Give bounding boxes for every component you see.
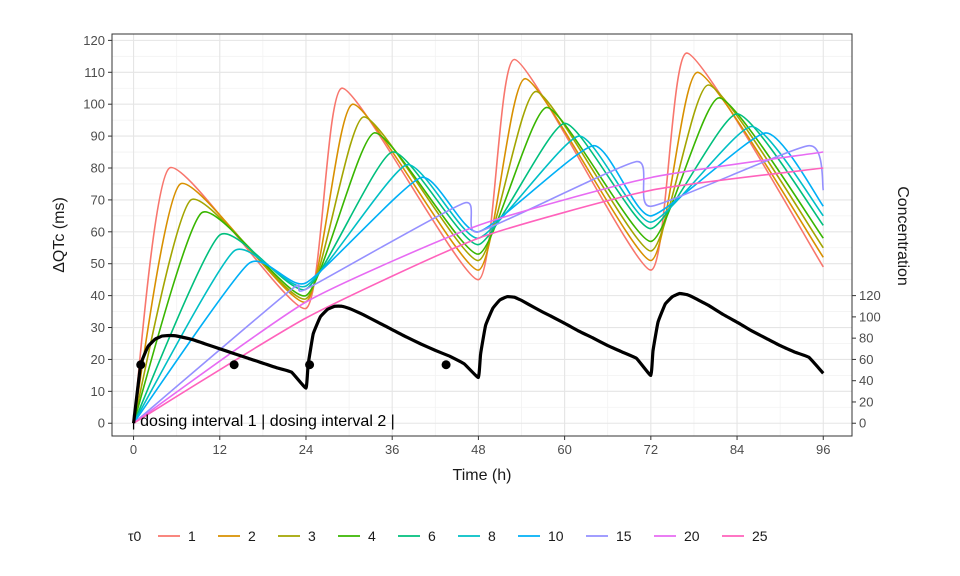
y2-tick-label: 40 bbox=[859, 373, 873, 388]
legend-label: 15 bbox=[616, 528, 632, 544]
legend-title: τ0 bbox=[128, 528, 142, 544]
y2-tick-label: 60 bbox=[859, 352, 873, 367]
legend-label: 10 bbox=[548, 528, 564, 544]
legend-label: 4 bbox=[368, 528, 376, 544]
y-tick-label: 50 bbox=[91, 256, 105, 271]
y-tick-label: 80 bbox=[91, 161, 105, 176]
series-lines bbox=[132, 52, 825, 424]
y2-tick-label: 80 bbox=[859, 331, 873, 346]
dosing-interval-annotation: | dosing interval 1 | dosing interval 2 … bbox=[132, 413, 395, 430]
panel-border bbox=[111, 33, 853, 437]
axes: 0 10 20 30 40 50 60 70 80 90 100 110 120 0 12 24 36 48 60 7… bbox=[83, 33, 880, 457]
y-tick-label: 30 bbox=[91, 320, 105, 335]
concentration-marker bbox=[136, 360, 146, 370]
x-tick-label: 72 bbox=[644, 442, 658, 457]
concentration-marker bbox=[229, 360, 239, 370]
y-tick-label: 120 bbox=[83, 33, 105, 48]
x-tick-label: 48 bbox=[471, 442, 485, 457]
y-tick-label: 110 bbox=[84, 65, 105, 80]
y-tick-label: 40 bbox=[91, 288, 105, 303]
legend-label: 1 bbox=[188, 528, 196, 544]
legend-label: 20 bbox=[684, 528, 700, 544]
x-tick-label: 60 bbox=[557, 442, 571, 457]
series-line-tau-3 bbox=[132, 84, 824, 424]
series-line-tau-20 bbox=[133, 151, 824, 424]
y-tick-label: 100 bbox=[83, 97, 105, 112]
x-tick-label: 36 bbox=[385, 442, 399, 457]
series-line-tau-4 bbox=[132, 96, 824, 424]
series-line-tau-25 bbox=[133, 167, 824, 424]
x-tick-label: 96 bbox=[816, 442, 830, 457]
x-tick-label: 0 bbox=[130, 442, 137, 457]
y-tick-label: 10 bbox=[91, 384, 105, 399]
y2-tick-label: 20 bbox=[859, 394, 873, 409]
y-tick-label: 0 bbox=[98, 416, 105, 431]
x-tick-label: 84 bbox=[730, 442, 744, 457]
concentration-line bbox=[132, 291, 825, 424]
grid bbox=[112, 34, 852, 436]
y2-tick-label: 120 bbox=[859, 288, 881, 303]
legend-label: 2 bbox=[248, 528, 256, 544]
legend-label: 6 bbox=[428, 528, 436, 544]
y-tick-label: 70 bbox=[91, 192, 105, 207]
legend-label: 25 bbox=[752, 528, 768, 544]
x-tick-label: 24 bbox=[299, 442, 313, 457]
legend: τ0 1 2 3 4 6 8 10 15 20 25 bbox=[128, 528, 768, 544]
concentration-marker bbox=[441, 360, 451, 370]
y-tick-label: 90 bbox=[91, 129, 105, 144]
legend-label: 3 bbox=[308, 528, 316, 544]
concentration-marker bbox=[305, 360, 315, 370]
legend-label: 8 bbox=[488, 528, 496, 544]
series-line-tau-15 bbox=[133, 144, 825, 424]
y-tick-label: 60 bbox=[91, 224, 105, 239]
x-tick-label: 12 bbox=[213, 442, 227, 457]
y2-axis-label: Concentration bbox=[894, 186, 911, 286]
y2-tick-label: 100 bbox=[859, 309, 881, 324]
concentration-path bbox=[132, 291, 825, 424]
series-line-tau-6 bbox=[132, 112, 824, 424]
y2-tick-label: 0 bbox=[859, 416, 866, 431]
series-line-tau-2 bbox=[132, 71, 824, 424]
series-line-tau-1 bbox=[132, 52, 824, 424]
y-axis-label: ΔQTc (ms) bbox=[51, 197, 68, 273]
x-axis-label: Time (h) bbox=[453, 467, 512, 484]
y-tick-label: 20 bbox=[91, 352, 105, 367]
